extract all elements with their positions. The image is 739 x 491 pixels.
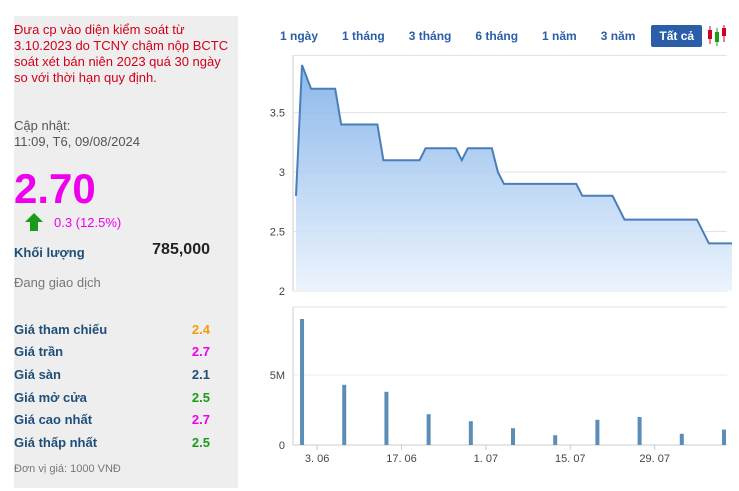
price-tick-label: 3 xyxy=(279,167,285,179)
volume-value: 785,000 xyxy=(152,241,210,258)
stat-value: 2.5 xyxy=(191,389,210,405)
trading-status: Đang giao dịch xyxy=(14,275,101,290)
volume-bar xyxy=(384,391,389,445)
volume-tick-label: 0 xyxy=(279,440,285,452)
stat-row-ceiling: Giá trần 2.7 xyxy=(14,341,210,364)
up-arrow-icon xyxy=(25,213,43,231)
stat-row-high: Giá cao nhất 2.7 xyxy=(14,408,210,431)
volume-label: Khối lượng xyxy=(14,245,85,260)
stat-value: 2.5 xyxy=(191,434,210,450)
price-tick-label: 2 xyxy=(279,286,285,298)
stat-row-floor: Giá sàn 2.1 xyxy=(14,363,210,386)
stat-value: 2.7 xyxy=(191,412,210,428)
stat-label: Giá mở cửa xyxy=(14,389,87,405)
tab-1-year[interactable]: 1 năm xyxy=(542,29,577,43)
volume-bar xyxy=(721,429,726,445)
x-tick-label: 3. 06 xyxy=(305,453,329,465)
stat-label: Giá tham chiếu xyxy=(14,321,108,337)
price-area xyxy=(296,65,732,291)
volume-bar xyxy=(342,384,347,445)
control-notice: Đưa cp vào diện kiểm soát từ 3.10.2023 d… xyxy=(14,22,229,85)
volume-bar xyxy=(511,428,516,445)
stat-row-open: Giá mở cửa 2.5 xyxy=(14,386,210,409)
tab-all[interactable]: Tất cả xyxy=(651,25,703,47)
tab-1-day[interactable]: 1 ngày xyxy=(280,29,319,43)
volume-bar xyxy=(679,433,684,445)
price-unit-note: Đơn vị giá: 1000 VNĐ xyxy=(14,463,121,475)
price-chart: 3.5 3 2.5 2 5M 0 3. 06 17. 06 1. 07 15. 07 29. 0… xyxy=(270,55,732,465)
tab-1-month[interactable]: 1 tháng xyxy=(342,29,385,43)
volume-tick-label: 5M xyxy=(270,370,285,382)
volume-bar xyxy=(300,319,305,445)
volume-bar xyxy=(595,419,600,445)
tab-3-years[interactable]: 3 năm xyxy=(600,29,636,43)
volume-bar xyxy=(553,435,558,445)
volume-bar xyxy=(426,414,431,445)
updated-label: Cập nhật: xyxy=(14,118,71,133)
stat-label: Giá thấp nhất xyxy=(14,434,98,450)
stat-value: 2.7 xyxy=(191,344,210,360)
price-line xyxy=(295,64,732,245)
x-tick-label: 17. 06 xyxy=(386,453,417,465)
range-tabs: 1 ngày 1 tháng 3 tháng 6 tháng 1 năm 3 n… xyxy=(272,24,728,48)
price-change-value: 0.3 (12.5%) xyxy=(54,214,122,230)
volume-bar xyxy=(468,421,473,445)
stat-row-reference: Giá tham chiếu 2.4 xyxy=(14,318,210,341)
stat-label: Giá cao nhất xyxy=(14,412,93,428)
stock-info-panel xyxy=(14,16,238,488)
stat-label: Giá sàn xyxy=(14,366,61,382)
stat-value: 2.4 xyxy=(191,321,210,337)
price-tick-label: 3.5 xyxy=(270,108,285,120)
x-tick-label: 1. 07 xyxy=(474,453,498,465)
tab-6-months[interactable]: 6 tháng xyxy=(475,29,519,43)
candlestick-chart-icon[interactable] xyxy=(706,24,728,48)
stat-label: Giá trần xyxy=(14,344,64,360)
tab-3-months[interactable]: 3 tháng xyxy=(408,29,452,43)
price-stats: Giá tham chiếu 2.4 Giá trần 2.7 Giá sàn … xyxy=(14,318,210,454)
x-tick-label: 29. 07 xyxy=(639,453,670,465)
current-price: 2.70 xyxy=(14,165,96,212)
x-tick-label: 15. 07 xyxy=(555,453,586,465)
volume-bar xyxy=(637,417,642,445)
updated-time: 11:09, T6, 09/08/2024 xyxy=(14,134,141,149)
price-change: 0.3 (12.5%) xyxy=(24,212,121,232)
stat-value: 2.1 xyxy=(191,366,210,382)
price-tick-label: 2.5 xyxy=(270,227,285,239)
stat-row-low: Giá thấp nhất 2.5 xyxy=(14,431,210,454)
